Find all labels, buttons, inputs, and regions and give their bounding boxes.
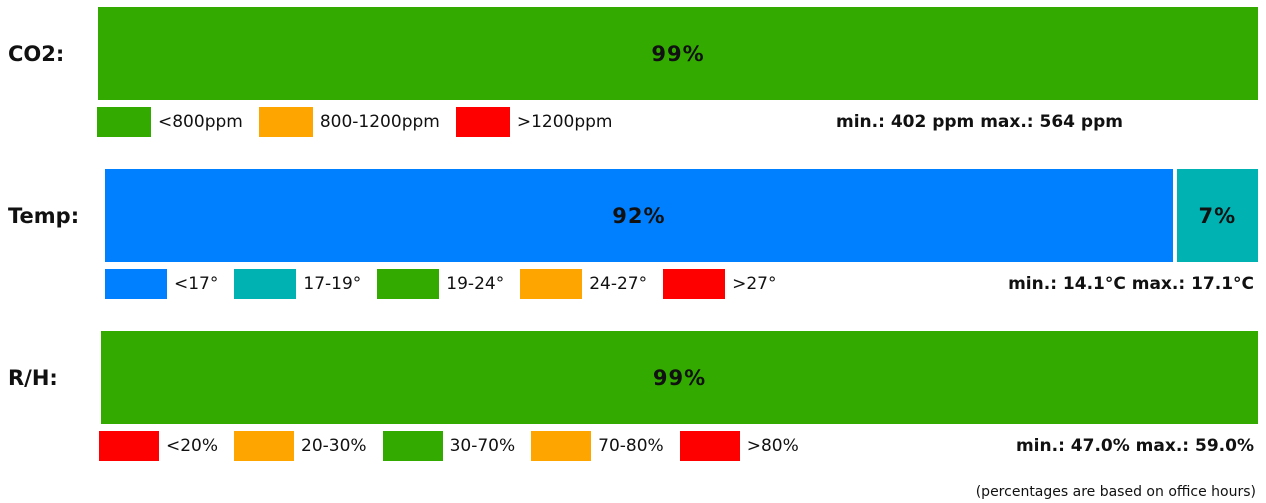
legend-swatch xyxy=(455,107,510,137)
co2-legend: <800ppm 800-1200ppm >1200ppm xyxy=(97,107,629,137)
temp-legend: <17° 17-19° 19-24° 24-27° >27° xyxy=(105,269,793,299)
legend-swatch xyxy=(377,269,440,299)
legend-item: <800ppm xyxy=(97,107,243,137)
legend-swatch xyxy=(382,431,443,461)
legend-label: 800-1200ppm xyxy=(319,112,440,132)
legend-label: 19-24° xyxy=(446,274,505,294)
bar-segment: 7% xyxy=(1176,169,1258,262)
legend-item: 20-30% xyxy=(234,431,367,461)
legend-label: 17-19° xyxy=(303,274,362,294)
legend-swatch xyxy=(679,431,740,461)
legend-item: 17-19° xyxy=(234,269,361,299)
legend-swatch xyxy=(97,107,151,137)
co2-bar: 99% xyxy=(98,7,1258,100)
legend-item: 70-80% xyxy=(531,431,664,461)
legend-label: <17° xyxy=(174,274,219,294)
legend-item: >27° xyxy=(663,269,777,299)
legend-label: <20% xyxy=(166,436,219,456)
co2-min-max: min.: 402 ppm max.: 564 ppm xyxy=(836,112,1123,132)
legend-item: <17° xyxy=(105,269,218,299)
legend-swatch xyxy=(234,431,295,461)
bar-segment: 99% xyxy=(98,7,1258,100)
legend-label: <800ppm xyxy=(158,112,243,132)
rh-legend: <20% 20-30% 30-70% 70-80% >80% xyxy=(99,431,815,461)
legend-label: 24-27° xyxy=(589,274,648,294)
legend-swatch xyxy=(105,269,167,299)
legend-item: >1200ppm xyxy=(455,107,613,137)
legend-swatch xyxy=(99,431,159,461)
temp-bar: 92% 7% xyxy=(105,169,1258,262)
temp-row-label: Temp: xyxy=(8,204,80,228)
legend-label: >80% xyxy=(746,436,799,456)
legend-swatch xyxy=(663,269,726,299)
legend-swatch xyxy=(234,269,297,299)
legend-item: 800-1200ppm xyxy=(258,107,440,137)
bar-segment: 99% xyxy=(101,331,1258,424)
legend-label: 20-30% xyxy=(301,436,367,456)
legend-label: >1200ppm xyxy=(516,112,613,132)
legend-item: >80% xyxy=(679,431,799,461)
footnote: (percentages are based on office hours) xyxy=(975,484,1256,500)
legend-label: >27° xyxy=(732,274,777,294)
legend-swatch xyxy=(258,107,313,137)
legend-swatch xyxy=(520,269,583,299)
legend-label: 30-70% xyxy=(449,436,516,456)
legend-item: 19-24° xyxy=(377,269,504,299)
bar-segment: 92% xyxy=(105,169,1173,262)
legend-item: 24-27° xyxy=(520,269,647,299)
legend-item: <20% xyxy=(99,431,218,461)
legend-item: 30-70% xyxy=(382,431,516,461)
rh-row-label: R/H: xyxy=(8,366,58,390)
temp-min-max: min.: 14.1°C max.: 17.1°C xyxy=(1008,274,1254,294)
legend-label: 70-80% xyxy=(598,436,664,456)
rh-min-max: min.: 47.0% max.: 59.0% xyxy=(1015,436,1254,456)
rh-bar: 99% xyxy=(101,331,1258,424)
co2-row-label: CO2: xyxy=(8,42,65,66)
legend-swatch xyxy=(531,431,592,461)
